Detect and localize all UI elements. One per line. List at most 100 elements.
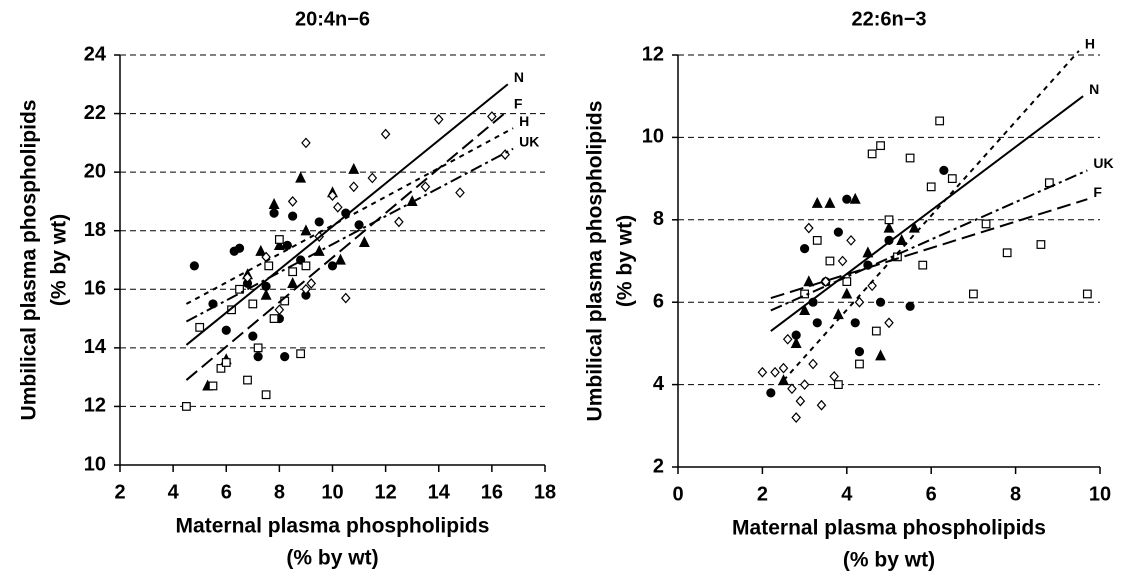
y-tick-label: 10 <box>84 453 106 475</box>
x-tick-label: 6 <box>926 483 937 505</box>
point <box>301 137 311 149</box>
point <box>799 244 810 254</box>
y-axis-label: (% by wt) <box>48 214 71 306</box>
point <box>812 318 822 328</box>
point <box>195 322 205 332</box>
point <box>875 349 887 361</box>
chart-title: 20:4n−6 <box>295 8 370 30</box>
fit-line <box>185 109 509 381</box>
point <box>208 381 218 391</box>
x-tick-label: 6 <box>221 481 232 503</box>
x-tick-label: 2 <box>757 483 768 505</box>
y-tick-label: 8 <box>653 208 664 230</box>
line-label: F <box>1093 184 1102 200</box>
point <box>947 174 957 184</box>
y-tick-label: 6 <box>653 290 664 312</box>
line-label: UK <box>1093 155 1113 171</box>
point <box>804 222 814 234</box>
y-tick-label: 24 <box>84 43 107 65</box>
point <box>787 383 797 395</box>
point <box>791 412 801 423</box>
point <box>918 260 928 270</box>
point <box>795 395 806 407</box>
point <box>875 297 886 307</box>
point <box>300 224 312 236</box>
point <box>849 192 861 204</box>
y-axis-label: Umbilical plasma phospholipids <box>18 100 41 421</box>
point <box>842 194 852 204</box>
point <box>884 215 894 225</box>
point <box>221 358 231 367</box>
point <box>833 227 843 237</box>
point <box>301 261 311 271</box>
point <box>261 390 271 400</box>
point <box>832 308 844 320</box>
point <box>837 255 848 267</box>
point <box>1082 289 1092 299</box>
point <box>260 288 272 300</box>
point <box>314 217 324 227</box>
point <box>926 182 936 192</box>
point <box>782 333 793 345</box>
point <box>273 239 285 250</box>
point <box>234 243 245 253</box>
x-tick-label: 14 <box>428 481 451 503</box>
line-label: H <box>1085 36 1095 52</box>
x-tick-label: 10 <box>321 481 343 503</box>
point <box>968 289 978 299</box>
point <box>288 211 298 221</box>
x-tick-label: 4 <box>168 481 180 503</box>
point <box>296 349 306 359</box>
y-tick-label: 22 <box>84 102 106 124</box>
point <box>455 187 465 199</box>
point <box>269 314 279 323</box>
point <box>253 343 263 353</box>
point <box>803 275 815 287</box>
point <box>394 216 404 228</box>
point <box>811 196 823 208</box>
point <box>268 198 280 209</box>
fit-line <box>185 127 514 305</box>
point <box>327 190 338 201</box>
point <box>282 240 292 250</box>
x-tick-label: 12 <box>375 481 397 503</box>
point <box>327 261 338 271</box>
point <box>905 153 915 163</box>
point <box>816 399 827 411</box>
x-axis-label: (% by wt) <box>843 549 935 572</box>
point <box>248 331 258 341</box>
line-label: N <box>514 69 524 85</box>
y-axis-label: (% by wt) <box>614 215 637 307</box>
y-tick-label: 4 <box>653 373 665 395</box>
point <box>908 221 920 233</box>
point <box>221 325 231 335</box>
point <box>243 375 252 385</box>
point <box>1036 240 1046 249</box>
x-tick-label: 16 <box>481 481 503 503</box>
x-tick-label: 18 <box>534 481 556 503</box>
fit-line <box>770 198 1088 300</box>
point <box>799 379 810 391</box>
x-tick-label: 2 <box>114 481 125 503</box>
point <box>862 246 874 258</box>
point <box>766 388 776 398</box>
point <box>280 352 290 362</box>
point <box>274 235 284 244</box>
point <box>825 256 835 266</box>
point <box>287 196 298 207</box>
point <box>253 352 263 362</box>
x-tick-label: 8 <box>1010 483 1021 505</box>
point <box>264 261 274 271</box>
point <box>248 299 258 309</box>
y-tick-label: 14 <box>84 336 107 358</box>
point <box>358 236 370 248</box>
point <box>939 165 949 175</box>
point <box>380 128 391 140</box>
x-axis-label: (% by wt) <box>286 547 378 570</box>
point <box>295 171 307 183</box>
point <box>334 253 346 265</box>
point <box>896 234 908 245</box>
y-tick-label: 18 <box>84 219 106 241</box>
point <box>841 287 853 299</box>
point <box>242 272 253 283</box>
